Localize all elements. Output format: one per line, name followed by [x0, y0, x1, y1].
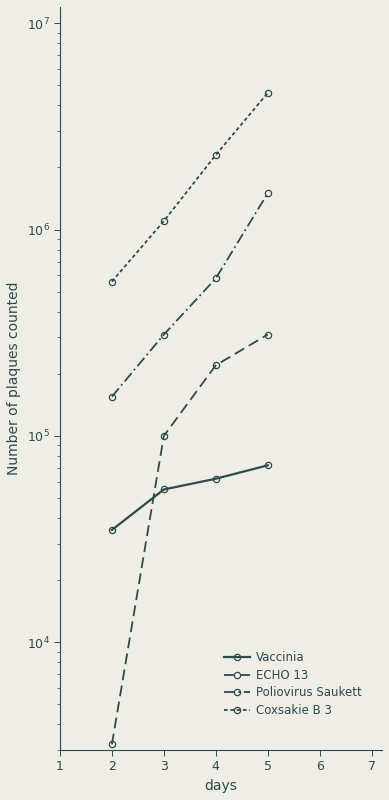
- ECHO 13: [161, 431, 166, 441]
- Poliovirus Saukett: [110, 392, 114, 402]
- Poliovirus Saukett: [265, 189, 270, 198]
- Vaccinia: [110, 525, 114, 534]
- Line: Poliovirus Saukett: Poliovirus Saukett: [109, 190, 271, 400]
- ECHO 13: [265, 330, 270, 339]
- Vaccinia: [214, 474, 218, 483]
- Line: Vaccinia: Vaccinia: [109, 462, 271, 533]
- Poliovirus Saukett: [214, 274, 218, 283]
- Coxsakie B 3: [161, 216, 166, 226]
- ECHO 13: [110, 739, 114, 749]
- Y-axis label: Number of plaques counted: Number of plaques counted: [7, 282, 21, 475]
- Coxsakie B 3: [214, 150, 218, 160]
- Vaccinia: [265, 461, 270, 470]
- Coxsakie B 3: [265, 88, 270, 98]
- X-axis label: days: days: [205, 779, 237, 793]
- Coxsakie B 3: [110, 277, 114, 286]
- ECHO 13: [214, 361, 218, 370]
- Poliovirus Saukett: [161, 330, 166, 339]
- Vaccinia: [161, 485, 166, 494]
- Line: ECHO 13: ECHO 13: [109, 331, 271, 747]
- Legend: Vaccinia, ECHO 13, Poliovirus Saukett, Coxsakie B 3: Vaccinia, ECHO 13, Poliovirus Saukett, C…: [219, 646, 366, 722]
- Line: Coxsakie B 3: Coxsakie B 3: [109, 90, 271, 285]
